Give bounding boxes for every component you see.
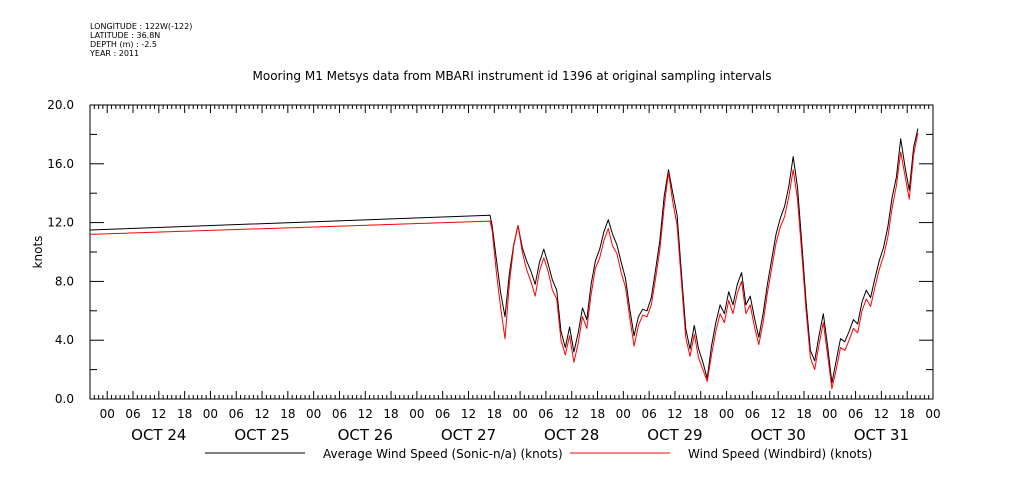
x-tick-label: 18 <box>280 407 295 421</box>
x-tick-label: 12 <box>254 407 269 421</box>
legend-label-windbird: Wind Speed (Windbird) (knots) <box>688 447 872 461</box>
x-tick-label: 06 <box>641 407 656 421</box>
day-label: OCT 28 <box>544 426 599 444</box>
x-tick-label: 06 <box>229 407 244 421</box>
x-tick-label: 00 <box>306 407 321 421</box>
series-line-windbird-wind-speed <box>89 132 919 390</box>
x-tick-label: 00 <box>616 407 631 421</box>
x-tick-label: 06 <box>435 407 450 421</box>
day-label: OCT 25 <box>234 426 289 444</box>
x-tick-label: 06 <box>125 407 140 421</box>
year-text: YEAR : 2011 <box>90 49 140 58</box>
x-tick-label: 06 <box>538 407 553 421</box>
day-label: OCT 27 <box>441 426 496 444</box>
longitude-text: LONGITUDE : 122W(-122) <box>90 22 193 31</box>
plot-frame <box>89 104 934 400</box>
x-tick-label: 00 <box>100 407 115 421</box>
x-tick-label: 12 <box>461 407 476 421</box>
x-tick-label: 18 <box>383 407 398 421</box>
legend-label-average: Average Wind Speed (Sonic-n/a) (knots) <box>323 447 563 461</box>
axis-ticks <box>89 104 934 400</box>
x-tick-label: 18 <box>900 407 915 421</box>
series-line-average-wind-speed <box>89 128 919 384</box>
x-tick-label: 12 <box>667 407 682 421</box>
x-tick-label: 06 <box>848 407 863 421</box>
x-tick-label: 00 <box>409 407 424 421</box>
station-metadata: LONGITUDE : 122W(-122) LATITUDE : 36.8N … <box>90 22 192 58</box>
day-labels: OCT 24 OCT 25 OCT 26 OCT 27 OCT 28 OCT 29 OCT … <box>131 426 909 444</box>
latitude-text: LATITUDE : 36.8N <box>90 31 161 40</box>
x-tick-label: 12 <box>358 407 373 421</box>
x-tick-label: 00 <box>925 407 940 421</box>
chart-title: Mooring M1 Metsys data from MBARI instru… <box>253 69 772 83</box>
x-tick-label: 12 <box>874 407 889 421</box>
legend: Average Wind Speed (Sonic-n/a) (knots) W… <box>205 447 872 461</box>
x-tick-label: 00 <box>203 407 218 421</box>
data-series <box>89 128 919 390</box>
x-tick-label: 06 <box>332 407 347 421</box>
y-tick-label: 16.0 <box>47 157 74 171</box>
x-tick-label: 12 <box>771 407 786 421</box>
x-tick-label: 00 <box>822 407 837 421</box>
x-tick-label: 18 <box>796 407 811 421</box>
y-tick-label: 12.0 <box>47 216 74 230</box>
x-tick-label: 00 <box>719 407 734 421</box>
day-label: OCT 26 <box>338 426 393 444</box>
depth-text: DEPTH (m) : -2.5 <box>90 40 157 49</box>
day-label: OCT 30 <box>751 426 806 444</box>
day-label: OCT 24 <box>131 426 186 444</box>
x-tick-label: 00 <box>512 407 527 421</box>
y-tick-labels: 0.0 4.0 8.0 12.0 16.0 20.0 <box>47 98 74 406</box>
x-tick-label: 18 <box>487 407 502 421</box>
day-label: OCT 31 <box>854 426 909 444</box>
day-label: OCT 29 <box>647 426 702 444</box>
x-tick-label: 18 <box>590 407 605 421</box>
y-tick-label: 8.0 <box>55 274 74 288</box>
y-axis-label: knots <box>31 236 45 269</box>
x-tick-labels: 00 06 12 18 00 06 12 18 00 06 12 18 00 06 12 18 00 06 12 18… <box>100 407 941 421</box>
y-tick-label: 20.0 <box>47 98 74 112</box>
y-tick-label: 4.0 <box>55 333 74 347</box>
x-tick-label: 06 <box>745 407 760 421</box>
x-tick-label: 12 <box>564 407 579 421</box>
x-tick-label: 18 <box>693 407 708 421</box>
x-tick-label: 12 <box>151 407 166 421</box>
x-tick-label: 18 <box>177 407 192 421</box>
y-tick-label: 0.0 <box>55 392 74 406</box>
